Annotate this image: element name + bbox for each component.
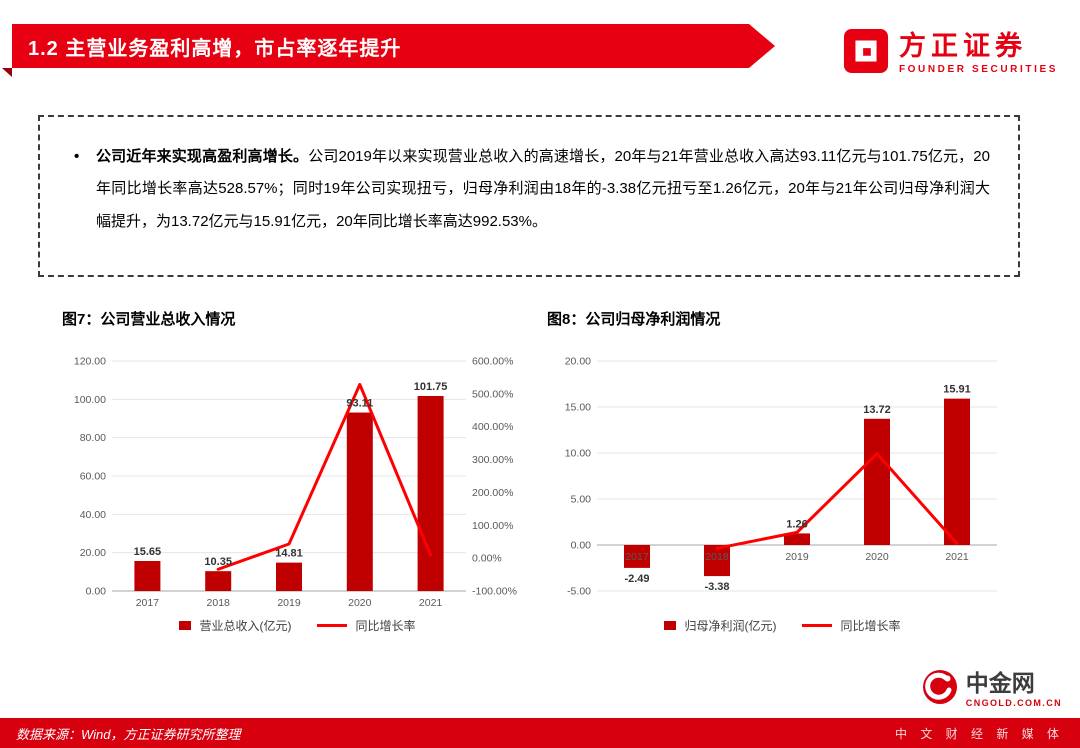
chart-title-figure7: 图7：公司营业总收入情况 <box>62 311 236 328</box>
svg-text:2020: 2020 <box>348 597 372 609</box>
cngold-domain: CNGOLD.COM.CN <box>965 697 1062 708</box>
svg-text:2017: 2017 <box>625 551 649 563</box>
summary-box: • 公司近年来实现高盈利高增长。公司2019年以来实现营业总收入的高速增长，20… <box>38 115 1020 277</box>
svg-text:2017: 2017 <box>136 597 160 609</box>
legend-line-swatch-icon <box>802 624 833 627</box>
revenue-chart-canvas: 120.00 100.00 80.00 60.00 40.00 20.00 0.00 600.… <box>60 345 535 617</box>
svg-text:100.00%: 100.00% <box>472 520 513 532</box>
svg-text:10.00: 10.00 <box>565 448 591 460</box>
svg-text:2019: 2019 <box>785 551 809 563</box>
svg-text:300.00%: 300.00% <box>472 454 513 466</box>
svg-text:14.81: 14.81 <box>275 548 303 560</box>
svg-text:0.00: 0.00 <box>86 586 107 598</box>
svg-text:-2.49: -2.49 <box>624 573 649 585</box>
svg-text:2019: 2019 <box>277 597 301 609</box>
svg-text:0.00: 0.00 <box>571 540 592 552</box>
svg-text:5.00: 5.00 <box>571 494 592 506</box>
svg-text:40.00: 40.00 <box>80 509 106 521</box>
founder-securities-logo: 方正证券 FOUNDER SECURITIES <box>843 28 1058 79</box>
legend-bar-label: 营业总收入(亿元) <box>199 619 292 633</box>
svg-text:60.00: 60.00 <box>80 471 106 483</box>
svg-text:400.00%: 400.00% <box>472 421 513 433</box>
summary-lead: 公司近年来实现高盈利高增长。 <box>96 148 309 165</box>
svg-text:-3.38: -3.38 <box>704 581 729 593</box>
legend-bar-swatch-icon <box>179 621 192 630</box>
footer-bar: 数据来源：Wind，方正证券研究所整理 中 文 财 经 新 媒 体 <box>0 718 1080 748</box>
svg-text:100.00: 100.00 <box>74 394 106 406</box>
svg-text:0.00%: 0.00% <box>472 553 502 565</box>
legend-bar-label: 归母净利润(亿元) <box>684 619 777 633</box>
cngold-name: 中金网 <box>965 670 1035 697</box>
cngold-logo-icon <box>922 669 958 710</box>
svg-text:101.75: 101.75 <box>414 381 448 393</box>
svg-text:15.91: 15.91 <box>943 384 971 396</box>
svg-text:1.26: 1.26 <box>786 518 807 530</box>
cngold-logo: 中金网 CNGOLD.COM.CN <box>917 667 1066 712</box>
svg-text:15.65: 15.65 <box>134 546 162 558</box>
svg-text:2021: 2021 <box>419 597 443 609</box>
data-source-text: 数据来源：Wind，方正证券研究所整理 <box>16 726 241 742</box>
banner-fold-decoration <box>2 68 12 77</box>
svg-text:13.72: 13.72 <box>863 404 891 416</box>
svg-text:80.00: 80.00 <box>80 432 106 444</box>
footer-tagline: 中 文 财 经 新 媒 体 <box>894 726 1064 741</box>
svg-text:120.00: 120.00 <box>74 356 106 368</box>
svg-text:500.00%: 500.00% <box>472 388 513 400</box>
svg-text:2020: 2020 <box>865 551 889 563</box>
svg-text:93.11: 93.11 <box>346 398 373 410</box>
net-profit-chart-canvas: 20.00 15.00 10.00 5.00 0.00 -5.00 -2.49 -3.38 1.… <box>545 345 1020 617</box>
svg-text:200.00%: 200.00% <box>472 487 513 499</box>
legend-line-label: 同比增长率 <box>355 619 416 633</box>
legend-line-swatch-icon <box>317 624 348 627</box>
founder-logo-icon <box>843 28 889 79</box>
svg-text:2021: 2021 <box>945 551 969 563</box>
net-profit-chart-legend: 归母净利润(亿元) 同比增长率 <box>545 617 1020 634</box>
svg-text:2018: 2018 <box>207 597 231 609</box>
founder-name-cn: 方正证券 <box>898 30 1027 61</box>
summary-text: • 公司近年来实现高盈利高增长。公司2019年以来实现营业总收入的高速增长，20… <box>68 141 990 238</box>
legend-line-label: 同比增长率 <box>840 619 901 633</box>
section-banner: 1.2 主营业务盈利高增，市占率逐年提升 <box>12 24 775 68</box>
svg-text:20.00: 20.00 <box>80 547 106 559</box>
svg-text:600.00%: 600.00% <box>472 356 513 368</box>
summary-body: 公司2019年以来实现营业总收入的高速增长，20年与21年营业总收入高达93.1… <box>96 148 990 230</box>
revenue-chart-block: 图7：公司营业总收入情况 120.00 100.00 80.00 60.00 40.00… <box>60 308 535 634</box>
svg-text:10.35: 10.35 <box>204 556 232 568</box>
net-profit-chart-block: 图8：公司归母净利润情况 20.00 15.00 10.00 5.00 0.00 -5.0… <box>545 308 1020 634</box>
chart-title-figure8: 图8：公司归母净利润情况 <box>547 311 721 328</box>
svg-text:20.00: 20.00 <box>565 356 591 368</box>
svg-text:2018: 2018 <box>705 551 729 563</box>
section-title: 1.2 主营业务盈利高增，市占率逐年提升 <box>28 37 402 60</box>
legend-bar-swatch-icon <box>664 621 677 630</box>
svg-text:15.00: 15.00 <box>565 402 591 414</box>
bullet-icon: • <box>74 148 80 165</box>
svg-text:-5.00: -5.00 <box>567 586 591 598</box>
svg-text:-100.00%: -100.00% <box>472 586 517 598</box>
founder-name-en: FOUNDER SECURITIES <box>898 64 1058 76</box>
revenue-chart-legend: 营业总收入(亿元) 同比增长率 <box>60 617 535 634</box>
